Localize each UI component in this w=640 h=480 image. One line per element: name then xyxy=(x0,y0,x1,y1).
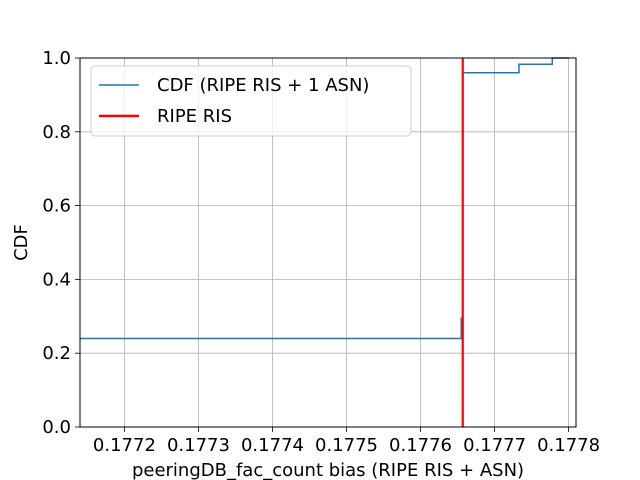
y-tick-label: 0.8 xyxy=(42,122,71,143)
legend-box xyxy=(90,65,412,137)
legend-label: CDF (RIPE RIS + 1 ASN) xyxy=(157,75,369,96)
x-tick-label: 0.1773 xyxy=(167,435,230,456)
x-tick-label: 0.1775 xyxy=(315,435,378,456)
y-tick-label: 0.6 xyxy=(42,196,71,217)
y-tick-label: 1.0 xyxy=(42,48,71,69)
legend-label: RIPE RIS xyxy=(157,106,232,127)
y-axis-label: CDF xyxy=(11,224,32,261)
x-tick-label: 0.1777 xyxy=(463,435,526,456)
axes-frame xyxy=(79,57,577,428)
legend: CDF (RIPE RIS + 1 ASN) RIPE RIS xyxy=(90,65,412,137)
x-tick-label: 0.1778 xyxy=(537,435,600,456)
y-axis-ticks: 0.0 0.2 0.4 0.6 0.8 1.0 xyxy=(42,48,80,438)
y-tick-label: 0.0 xyxy=(42,417,71,438)
cdf-step-line xyxy=(80,57,570,340)
x-tick-label: 0.1776 xyxy=(389,435,452,456)
x-tick-label: 0.1772 xyxy=(93,435,156,456)
y-tick-label: 0.4 xyxy=(42,269,71,290)
x-tick-label: 0.1774 xyxy=(241,435,304,456)
x-axis-label: peeringDB_fac_count bias (RIPE RIS + ASN… xyxy=(132,460,524,480)
y-tick-label: 0.2 xyxy=(42,343,71,364)
x-axis-ticks: 0.1772 0.1773 0.1774 0.1775 0.1776 0.1777 0.17… xyxy=(93,427,600,456)
plot-area xyxy=(80,57,570,427)
